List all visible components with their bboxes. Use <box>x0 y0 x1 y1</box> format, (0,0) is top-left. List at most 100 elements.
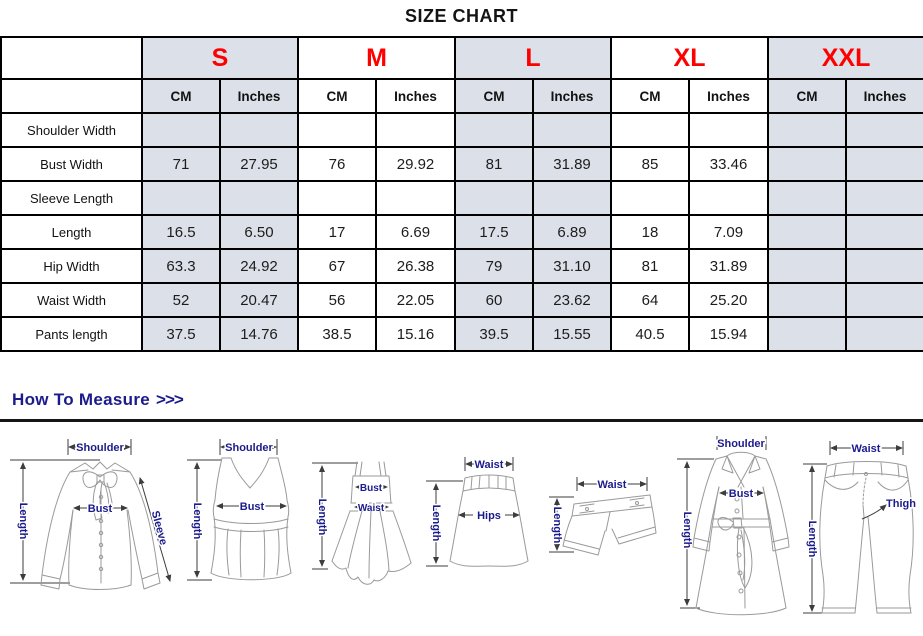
table-body: Shoulder Width Bust Width 71 27.95 76 29.92 81… <box>0 112 923 352</box>
value-cell <box>845 112 923 148</box>
unit-header-xl-inches: Inches <box>688 78 770 114</box>
sleeve-arrow <box>138 477 172 582</box>
size-header-xl: XL <box>610 36 770 80</box>
label-length: Length <box>681 512 693 549</box>
value-cell <box>688 112 770 148</box>
table-row: Hip Width 63.3 24.92 67 26.38 79 31.10 81 31.89 <box>0 248 923 284</box>
figure-long-sleeve-blouse: Length Shoulder <box>10 439 172 590</box>
size-header-m: M <box>296 36 457 80</box>
value-cell <box>532 112 613 148</box>
value-cell: 56 <box>297 282 377 318</box>
value-cell <box>374 180 457 216</box>
value-cell <box>374 112 457 148</box>
value-cell: 37.5 <box>141 316 221 352</box>
value-cell <box>767 214 848 250</box>
value-cell: 18 <box>610 214 691 250</box>
label-shoulder: Shoulder <box>717 438 765 450</box>
measure-heading: How To Measure >>> <box>12 390 184 410</box>
row-label: Shoulder Width <box>0 112 143 148</box>
unit-header-xxl-inches: Inches <box>845 78 923 114</box>
label-bust: Bust <box>729 488 754 500</box>
value-cell: 31.89 <box>532 146 613 182</box>
value-cell <box>767 316 848 352</box>
value-cell <box>454 112 535 148</box>
value-cell: 20.47 <box>219 282 299 318</box>
table-row: Pants length 37.5 14.76 38.5 15.16 39.5 15.55 4… <box>0 316 923 352</box>
size-chart-table: S M L XL XXL CM Inches CM Inches CM Inches CM Inches… <box>0 36 923 352</box>
value-cell: 81 <box>454 146 535 182</box>
label-waist: Waist <box>852 443 881 455</box>
table-row: Waist Width 52 20.47 56 22.05 60 23.62 64 25.20 <box>0 282 923 318</box>
value-cell: 15.55 <box>532 316 613 352</box>
label-length: Length <box>191 503 203 540</box>
value-cell: 14.76 <box>219 316 299 352</box>
table-row: Shoulder Width <box>0 112 923 148</box>
label-waist: Waist <box>358 503 385 514</box>
label-length: Length <box>316 499 328 536</box>
row-label: Length <box>0 214 143 250</box>
value-cell: 52 <box>141 282 221 318</box>
label-length: Length <box>430 505 442 542</box>
value-cell: 38.5 <box>297 316 377 352</box>
label-shoulder: Shoulder <box>76 442 124 454</box>
divider-line <box>0 419 923 422</box>
figure-a-line-skirt: Waist Length Hips <box>426 457 529 567</box>
value-cell: 22.05 <box>374 282 457 318</box>
value-cell: 67 <box>297 248 377 284</box>
value-cell: 26.38 <box>374 248 457 284</box>
value-cell: 29.92 <box>374 146 457 182</box>
figure-tank-top: Length Shoulder Bust <box>187 439 292 581</box>
value-cell: 33.46 <box>688 146 770 182</box>
value-cell <box>141 180 221 216</box>
value-cell: 60 <box>454 282 535 318</box>
figure-trench-coat: Shoulder Length <box>677 436 790 616</box>
size-header-s: S <box>141 36 299 80</box>
value-cell <box>845 146 923 182</box>
value-cell: 79 <box>454 248 535 284</box>
unit-header-s-inches: Inches <box>219 78 299 114</box>
value-cell <box>141 112 221 148</box>
value-cell <box>845 282 923 318</box>
value-cell: 27.95 <box>219 146 299 182</box>
value-cell <box>767 248 848 284</box>
table-row: Length 16.5 6.50 17 6.69 17.5 6.89 18 7.09 <box>0 214 923 250</box>
table-row: Sleeve Length <box>0 180 923 216</box>
value-cell: 39.5 <box>454 316 535 352</box>
triple-chevron-icon: >>> <box>156 390 184 409</box>
corner-cell <box>0 36 143 80</box>
value-cell <box>610 112 691 148</box>
measure-diagram: Length Shoulder <box>10 436 918 616</box>
value-cell: 85 <box>610 146 691 182</box>
unit-header-m-inches: Inches <box>374 78 457 114</box>
label-bust: Bust <box>360 483 383 494</box>
value-cell: 23.62 <box>532 282 613 318</box>
unit-header-xl-cm: CM <box>610 78 691 114</box>
label-waist: Waist <box>475 459 504 471</box>
value-cell: 15.94 <box>688 316 770 352</box>
label-length: Length <box>806 521 818 558</box>
value-cell: 15.16 <box>374 316 457 352</box>
size-header-l: L <box>454 36 613 80</box>
page-title: SIZE CHART <box>405 6 518 26</box>
label-waist: Waist <box>598 479 627 491</box>
value-cell: 24.92 <box>219 248 299 284</box>
row-label: Bust Width <box>0 146 143 182</box>
value-cell: 63.3 <box>141 248 221 284</box>
unit-header-m-cm: CM <box>297 78 377 114</box>
value-cell <box>845 248 923 284</box>
value-cell <box>767 180 848 216</box>
value-cell: 16.5 <box>141 214 221 250</box>
row-label: Pants length <box>0 316 143 352</box>
value-cell <box>532 180 613 216</box>
value-cell: 17 <box>297 214 377 250</box>
row-label: Hip Width <box>0 248 143 284</box>
label-sleeve: Sleeve <box>149 510 170 547</box>
value-cell <box>767 112 848 148</box>
row-label: Waist Width <box>0 282 143 318</box>
value-cell <box>610 180 691 216</box>
figure-cami-dress: Length Bust Waist <box>312 461 412 585</box>
value-cell <box>845 180 923 216</box>
measure-heading-text: How To Measure <box>12 390 151 409</box>
label-hips: Hips <box>477 510 501 522</box>
value-cell: 6.89 <box>532 214 613 250</box>
